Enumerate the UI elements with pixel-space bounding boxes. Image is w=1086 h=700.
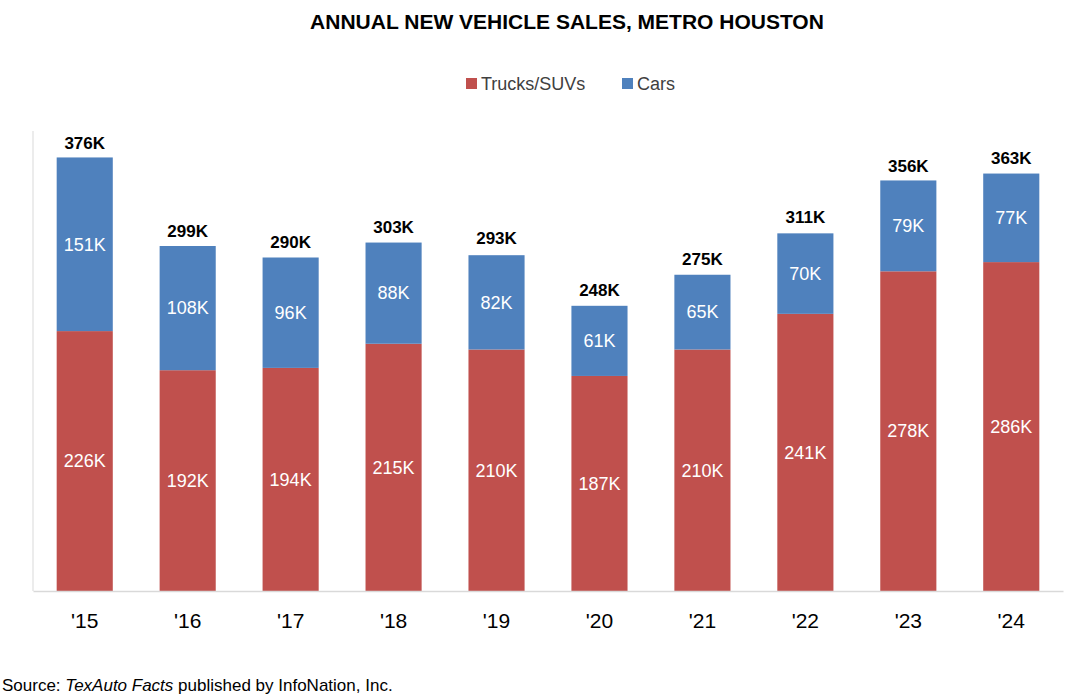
data-label: 286K bbox=[990, 417, 1032, 437]
total-label: 248K bbox=[579, 281, 620, 300]
x-tick: '21 bbox=[689, 591, 716, 632]
total-label: 293K bbox=[476, 229, 517, 248]
bars bbox=[57, 157, 1040, 591]
bar-segment bbox=[366, 344, 422, 591]
data-labels: 226K 192K 194K 215K 210K 187K 210K 241K 278K 286K… bbox=[64, 208, 1033, 494]
bar-segment bbox=[983, 262, 1039, 591]
data-label: 194K bbox=[270, 470, 312, 490]
x-tick-label: '23 bbox=[895, 609, 922, 632]
data-label: 210K bbox=[476, 461, 518, 481]
data-label: 151K bbox=[64, 235, 106, 255]
x-tick-label: '20 bbox=[586, 609, 613, 632]
x-tick: '17 bbox=[277, 591, 304, 632]
source-part: published by InfoNation, Inc. bbox=[173, 676, 392, 695]
x-tick-label: '18 bbox=[380, 609, 407, 632]
x-tick: '19 bbox=[483, 591, 510, 632]
x-axis-line bbox=[34, 591, 1064, 593]
bar-segment bbox=[160, 246, 216, 370]
bar-segment bbox=[880, 271, 936, 591]
data-label: 241K bbox=[784, 443, 826, 463]
bar-segment bbox=[571, 376, 627, 591]
data-label: 215K bbox=[373, 458, 415, 478]
x-axis: '15 '16 '17 '18 '19 '20 '21 '22 '23 '24 bbox=[34, 591, 1064, 632]
bar-segment bbox=[777, 314, 833, 591]
data-label: 96K bbox=[275, 303, 307, 323]
x-tick-label: '24 bbox=[998, 609, 1026, 632]
bar-segment bbox=[57, 157, 113, 331]
data-label: 226K bbox=[64, 451, 106, 471]
source-note: Source: TexAuto Facts published by InfoN… bbox=[2, 676, 393, 695]
data-label: 70K bbox=[789, 264, 821, 284]
total-label: 311K bbox=[786, 208, 826, 227]
x-tick-label: '21 bbox=[689, 609, 716, 632]
bar-segment bbox=[880, 180, 936, 271]
total-label: 303K bbox=[373, 218, 414, 237]
data-label: 77K bbox=[995, 208, 1027, 228]
x-tick: '18 bbox=[380, 591, 407, 632]
legend: Trucks/SUVs Cars bbox=[466, 74, 675, 94]
bar-segment bbox=[263, 368, 319, 591]
data-label: 278K bbox=[887, 421, 929, 441]
legend-label: Cars bbox=[637, 74, 675, 94]
total-labels: 376K 299K 290K 303K 293K 248K 275K 311K 356K 363K bbox=[64, 134, 1032, 300]
x-tick-label: '16 bbox=[174, 609, 201, 632]
x-tick-label: '17 bbox=[277, 609, 304, 632]
legend-swatch bbox=[466, 78, 477, 89]
x-tick: '15 bbox=[71, 591, 98, 632]
bar-segment bbox=[777, 233, 833, 314]
bar-segment bbox=[263, 258, 319, 368]
total-label: 376K bbox=[64, 134, 105, 153]
bar-segment bbox=[57, 331, 113, 591]
data-label: 192K bbox=[167, 471, 209, 491]
total-label: 275K bbox=[682, 250, 723, 269]
x-tick-label: '19 bbox=[483, 609, 510, 632]
data-label: 65K bbox=[686, 302, 718, 322]
total-label: 299K bbox=[167, 222, 208, 241]
data-label: 108K bbox=[167, 298, 209, 318]
y-axis-line bbox=[33, 131, 34, 591]
bar-segment bbox=[468, 255, 524, 349]
source-part: TexAuto Facts bbox=[65, 676, 174, 695]
bar-segment bbox=[366, 243, 422, 344]
data-label: 79K bbox=[892, 216, 924, 236]
total-label: 363K bbox=[991, 149, 1032, 168]
bar-segment bbox=[571, 306, 627, 376]
legend-swatch bbox=[622, 78, 633, 89]
data-label: 88K bbox=[378, 283, 410, 303]
data-label: 210K bbox=[681, 461, 723, 481]
legend-item: Trucks/SUVs bbox=[466, 74, 585, 94]
x-tick: '16 bbox=[174, 591, 201, 632]
bar-segment bbox=[674, 275, 730, 350]
title: ANNUAL NEW VEHICLE SALES, METRO HOUSTON bbox=[310, 10, 824, 33]
x-tick: '22 bbox=[792, 591, 819, 632]
total-label: 290K bbox=[270, 233, 311, 252]
x-tick: '20 bbox=[586, 591, 613, 632]
legend-label: Trucks/SUVs bbox=[481, 74, 585, 94]
legend-item: Cars bbox=[622, 74, 675, 94]
x-tick-label: '15 bbox=[71, 609, 98, 632]
x-tick: '24 bbox=[998, 591, 1026, 632]
data-label: 187K bbox=[578, 474, 620, 494]
x-tick-label: '22 bbox=[792, 609, 819, 632]
bar-segment bbox=[983, 174, 1039, 263]
source-part: Source: bbox=[2, 676, 65, 695]
data-label: 61K bbox=[583, 331, 615, 351]
bar-segment bbox=[468, 350, 524, 592]
bar-segment bbox=[674, 350, 730, 592]
data-label: 82K bbox=[481, 293, 513, 313]
total-label: 356K bbox=[888, 157, 929, 176]
x-tick: '23 bbox=[895, 591, 922, 632]
bar-segment bbox=[160, 370, 216, 591]
chart: ANNUAL NEW VEHICLE SALES, METRO HOUSTON T… bbox=[0, 0, 1086, 700]
